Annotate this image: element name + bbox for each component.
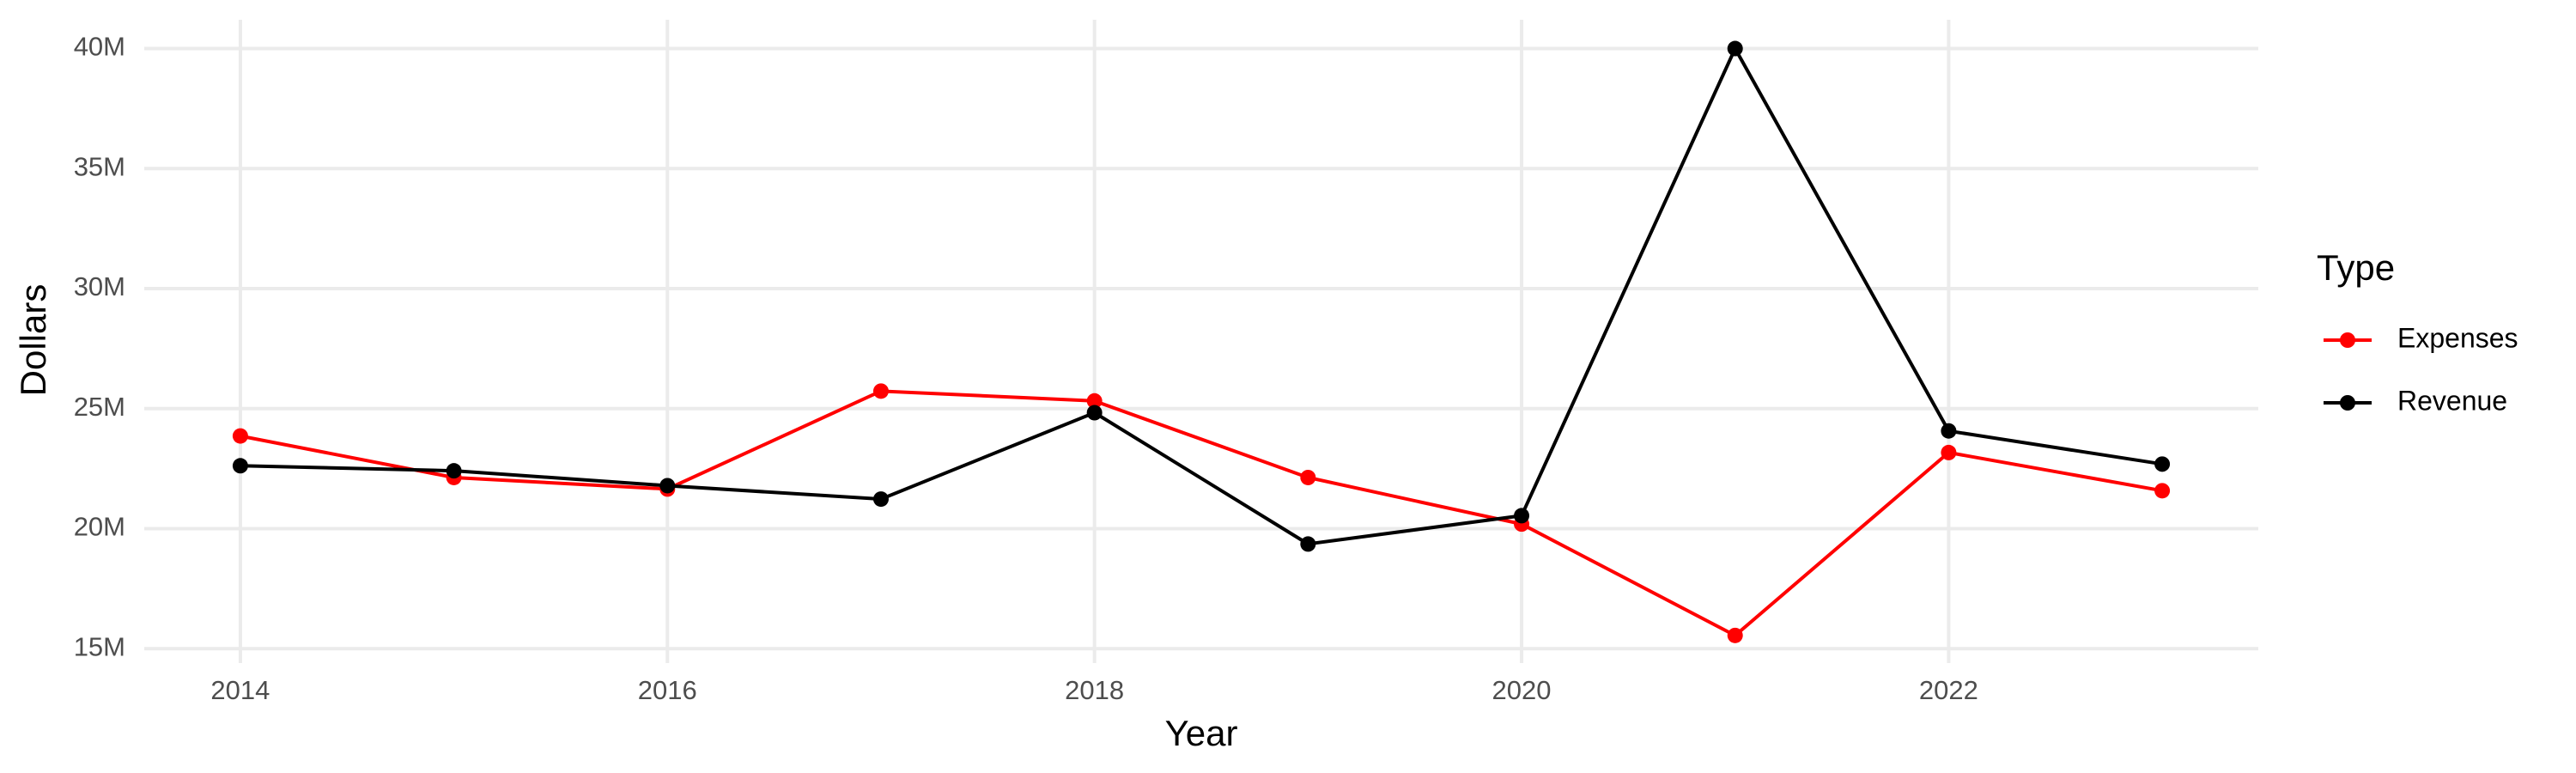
data-point: [446, 463, 462, 479]
legend-marker: [2340, 332, 2355, 348]
data-point: [659, 478, 676, 494]
data-point: [1086, 405, 1103, 421]
y-tick-label: 40M: [74, 32, 125, 62]
x-tick-label: 2022: [1919, 675, 1978, 705]
y-tick-label: 25M: [74, 392, 125, 422]
data-point: [872, 383, 889, 399]
x-axis-title: Year: [1165, 713, 1238, 753]
y-tick-label: 30M: [74, 271, 125, 301]
y-tick-label: 15M: [74, 631, 125, 661]
x-tick-label: 2016: [638, 675, 697, 705]
data-point: [232, 458, 248, 474]
x-tick-label: 2018: [1065, 675, 1124, 705]
x-tick-label: 2014: [210, 675, 270, 705]
data-point: [872, 491, 889, 508]
data-point: [1941, 423, 1957, 439]
x-tick-label: 2020: [1492, 675, 1552, 705]
legend-label: Expenses: [2397, 322, 2518, 353]
legend-title: Type: [2317, 247, 2395, 288]
y-tick-label: 20M: [74, 512, 125, 542]
series-line: [240, 389, 2163, 638]
data-point: [1300, 469, 1316, 485]
data-point: [2154, 456, 2171, 472]
y-axis-title: Dollars: [13, 284, 53, 397]
data-point: [1941, 444, 1957, 460]
data-point: [1300, 536, 1316, 552]
y-tick-label: 35M: [74, 151, 125, 181]
series-line: [240, 45, 2163, 546]
data-point: [1727, 627, 1743, 643]
legend-label: Revenue: [2397, 385, 2507, 416]
data-point: [2154, 483, 2171, 499]
data-point: [232, 428, 248, 444]
legend-marker: [2340, 395, 2355, 411]
data-point: [1086, 393, 1103, 409]
data-point: [1514, 508, 1530, 524]
data-point: [1727, 40, 1743, 57]
